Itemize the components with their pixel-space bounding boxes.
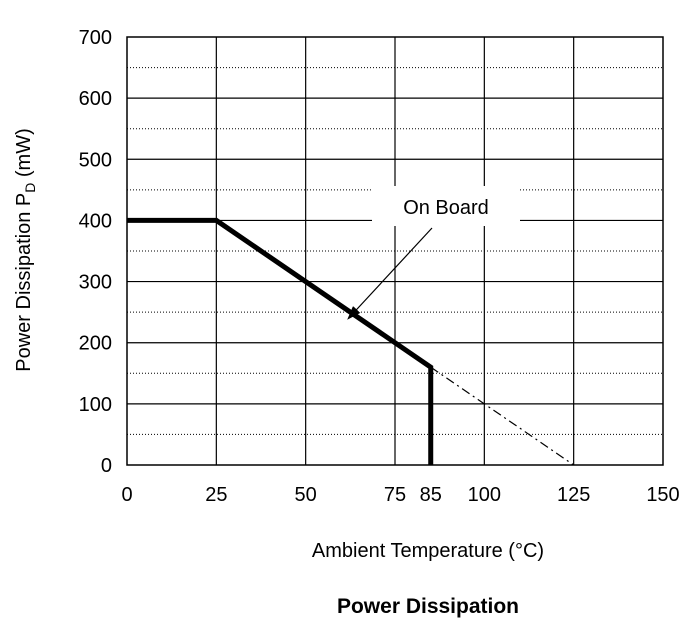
x-tick-label: 85 bbox=[420, 484, 442, 506]
x-tick-label: 25 bbox=[205, 484, 227, 506]
x-tick-label: 100 bbox=[468, 484, 501, 506]
annotation-label-background bbox=[372, 186, 520, 226]
grid-lines bbox=[127, 37, 663, 465]
y-tick-labels: 0 100 200 300 400 500 600 700 bbox=[79, 27, 112, 477]
annotation-label: On Board bbox=[403, 197, 489, 219]
x-tick-label: 150 bbox=[646, 484, 679, 506]
y-tick-label: 200 bbox=[79, 333, 112, 355]
x-axis-title: Ambient Temperature (°C) bbox=[312, 540, 544, 562]
y-axis-title-subscript: D bbox=[22, 183, 38, 193]
curves bbox=[127, 217, 575, 466]
x-tick-label: 50 bbox=[295, 484, 317, 506]
plot-frame bbox=[126, 36, 664, 466]
series-line-extrapolation bbox=[430, 366, 575, 466]
x-tick-labels: 0 25 50 75 85 100 125 150 bbox=[121, 484, 679, 506]
y-axis-title-main: Power Dissipation P bbox=[13, 193, 35, 372]
y-tick-label: 300 bbox=[79, 272, 112, 294]
y-tick-label: 700 bbox=[79, 27, 112, 49]
x-tick-label: 75 bbox=[384, 484, 406, 506]
y-tick-label: 600 bbox=[79, 88, 112, 110]
on-board-annotation: On Board bbox=[347, 186, 520, 320]
y-tick-label: 500 bbox=[79, 149, 112, 171]
chart-title: Power Dissipation bbox=[337, 595, 519, 618]
y-axis-title: Power Dissipation PD (mW) bbox=[13, 128, 38, 372]
annotation-arrow bbox=[347, 227, 433, 320]
series-line-on-board bbox=[127, 217, 434, 465]
y-axis-title-unit: (mW) bbox=[13, 128, 35, 182]
x-tick-label: 0 bbox=[121, 484, 132, 506]
x-tick-label: 125 bbox=[557, 484, 590, 506]
y-tick-label: 400 bbox=[79, 210, 112, 232]
y-tick-label: 100 bbox=[79, 394, 112, 416]
y-tick-label: 0 bbox=[101, 455, 112, 477]
